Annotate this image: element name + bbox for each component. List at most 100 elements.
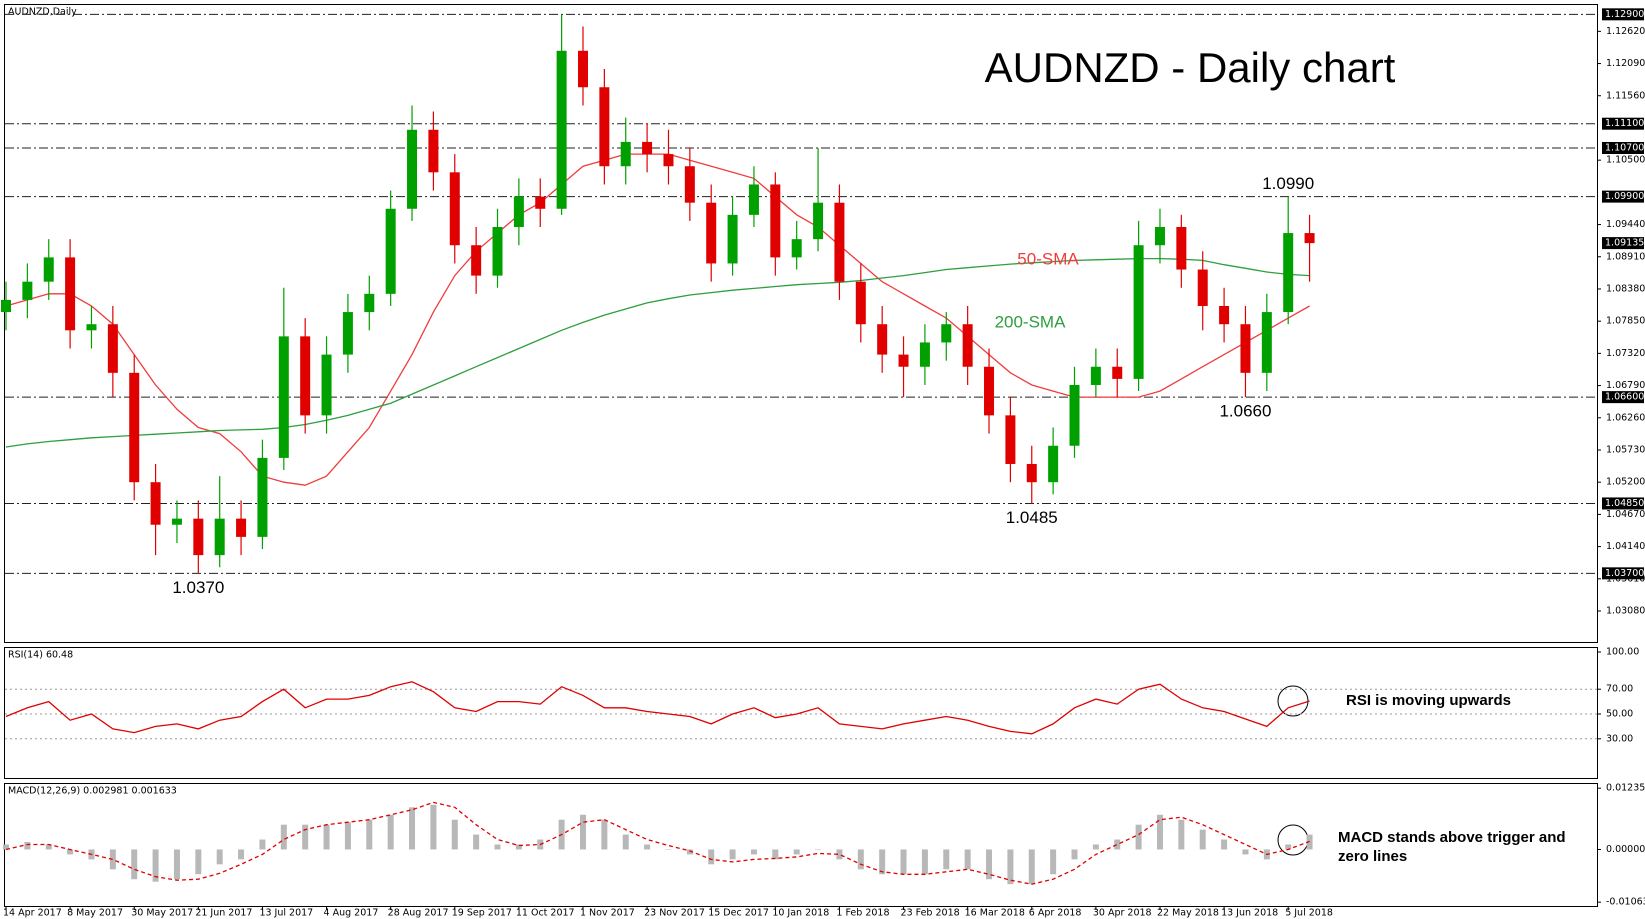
macd-bar (921, 849, 928, 875)
x-tick-label: 15 Dec 2017 (708, 908, 769, 919)
candle-body (642, 141, 653, 155)
x-tick-label: 30 May 2017 (131, 908, 193, 919)
candle-body (86, 324, 97, 331)
macd-bar (964, 849, 971, 870)
candle-body (770, 184, 781, 258)
candle-body (791, 239, 802, 258)
price-annotation: 1.0485 (1006, 508, 1058, 527)
x-tick-label: 5 Jul 2018 (1285, 908, 1333, 919)
candle-body (300, 336, 311, 416)
macd-bar (344, 822, 351, 850)
candle-body (236, 518, 247, 537)
symbol-label: AUDNZD,Daily (8, 7, 77, 18)
macd-bar (195, 849, 202, 875)
y-tick-label: -0.010634 (1606, 897, 1645, 908)
level-tag (1602, 8, 1644, 21)
macd-title: MACD(12,26,9) 0.002981 0.001633 (8, 786, 177, 797)
level-tag (1602, 117, 1644, 130)
macd-note: zero lines (1338, 848, 1407, 865)
y-tick-label: 0.000000 (1606, 844, 1645, 855)
candle-body (1283, 233, 1294, 313)
candle-body (919, 342, 930, 367)
y-tick-label: 1.05200 (1606, 477, 1645, 488)
candle-body (599, 87, 610, 167)
macd-bar (665, 849, 672, 850)
macd-bar (836, 849, 843, 860)
macd-bar (259, 839, 266, 850)
y-tick-label: 1.11560 (1606, 90, 1645, 101)
candle-body (471, 245, 482, 276)
candle-body (1133, 245, 1144, 379)
x-tick-label: 1 Feb 2018 (836, 908, 889, 919)
y-tick-label: 30.00 (1606, 733, 1633, 744)
candle-body (1304, 233, 1315, 244)
x-tick-label: 23 Nov 2017 (644, 908, 705, 919)
y-tick-label: 50.00 (1606, 709, 1633, 720)
level-tag (1602, 142, 1644, 155)
macd-bar (409, 807, 416, 850)
candle-body (257, 457, 268, 537)
price-annotation: 1.0370 (172, 578, 224, 597)
candle-body (535, 196, 546, 209)
candle-body (898, 354, 909, 367)
rsi-panel (4, 647, 1598, 779)
macd-bar (109, 849, 116, 870)
macd-bar (879, 849, 886, 875)
macd-bar (622, 834, 629, 850)
macd-bar (1285, 844, 1292, 850)
price-annotation: 1.0990 (1262, 174, 1314, 193)
macd-bar (601, 819, 608, 850)
x-tick-label: 8 May 2017 (67, 908, 123, 919)
level-label: 1.12900 (1605, 9, 1644, 20)
candle-body (813, 202, 824, 240)
macd-bar (494, 844, 501, 850)
level-label: 1.09900 (1605, 191, 1644, 202)
candle-body (984, 366, 995, 416)
candle-body (107, 324, 118, 373)
macd-bar (750, 849, 757, 855)
x-tick-label: 22 May 2018 (1157, 908, 1219, 919)
macd-bar (772, 849, 779, 860)
candle-body (1069, 384, 1080, 446)
level-tag (1602, 567, 1644, 580)
macd-bar (1221, 839, 1228, 850)
chart-title: AUDNZD - Daily chart (985, 44, 1396, 91)
moving-average (5, 257, 1310, 448)
macd-note: MACD stands above trigger and (1338, 829, 1566, 846)
y-tick-label: 1.04670 (1606, 509, 1645, 520)
macd-bar (1178, 819, 1185, 850)
rsi-title: RSI(14) 60.48 (8, 650, 73, 661)
y-tick-label: 1.07850 (1606, 316, 1645, 327)
macd-bar (216, 849, 223, 865)
candle-body (22, 281, 33, 300)
macd-bar (815, 849, 822, 850)
macd-bar (708, 849, 715, 865)
macd-bar (302, 824, 309, 850)
macd-bar (1071, 849, 1078, 860)
candle-body (748, 184, 759, 215)
macd-bar (473, 834, 480, 850)
macd-bar (387, 814, 394, 850)
candle-body (1, 299, 11, 313)
candle-body (684, 166, 695, 203)
price-annotation: 1.0660 (1219, 402, 1271, 421)
macd-bar (1028, 849, 1035, 885)
candle-body (1005, 415, 1016, 464)
y-tick-label: 1.09440 (1606, 219, 1645, 230)
macd-bar (3, 844, 9, 850)
level-label: 1.06600 (1605, 392, 1644, 403)
macd-bar (238, 849, 245, 860)
level-tag (1602, 190, 1644, 203)
x-tick-label: 10 Jan 2018 (772, 908, 829, 919)
macd-bar (1050, 849, 1057, 875)
candle-body (278, 336, 289, 458)
y-tick-label: 100.00 (1606, 647, 1639, 658)
macd-bar (366, 819, 373, 850)
moving-average (5, 153, 1310, 486)
candle-body (385, 208, 396, 294)
y-tick-label: 1.08910 (1606, 251, 1645, 262)
level-label: 1.04850 (1605, 498, 1644, 509)
x-tick-label: 23 Feb 2018 (901, 908, 960, 919)
candle-body (1154, 226, 1165, 246)
